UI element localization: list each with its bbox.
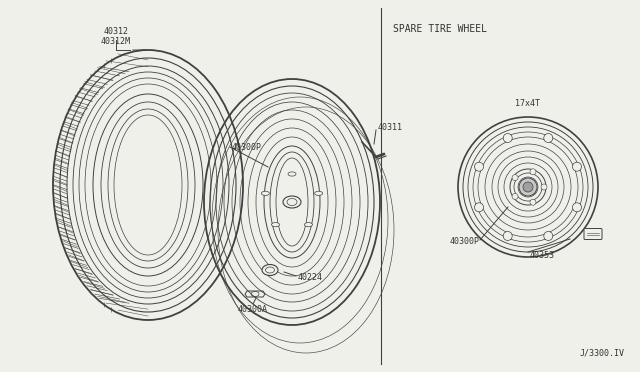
Circle shape: [512, 193, 518, 199]
Ellipse shape: [288, 172, 296, 176]
Text: SPARE TIRE WHEEL: SPARE TIRE WHEEL: [393, 24, 487, 34]
Text: 40300A: 40300A: [238, 305, 268, 314]
Circle shape: [572, 203, 582, 212]
Ellipse shape: [262, 264, 278, 276]
Ellipse shape: [283, 196, 301, 208]
Text: 40224: 40224: [298, 273, 323, 282]
Ellipse shape: [261, 191, 269, 195]
Circle shape: [523, 182, 533, 192]
Circle shape: [512, 174, 518, 180]
Circle shape: [474, 203, 484, 212]
Circle shape: [530, 199, 536, 205]
Ellipse shape: [315, 191, 323, 195]
Circle shape: [474, 162, 484, 171]
Circle shape: [503, 231, 512, 240]
Text: J/3300.IV: J/3300.IV: [580, 349, 625, 358]
Text: 40353: 40353: [530, 250, 555, 260]
Circle shape: [530, 169, 536, 175]
Text: 40312: 40312: [104, 28, 129, 36]
Ellipse shape: [305, 222, 312, 227]
Text: 40311: 40311: [378, 122, 403, 131]
Text: 17x4T: 17x4T: [515, 99, 541, 109]
Text: 40312M: 40312M: [101, 38, 131, 46]
Circle shape: [572, 162, 582, 171]
Circle shape: [519, 178, 537, 196]
FancyBboxPatch shape: [584, 228, 602, 240]
Ellipse shape: [271, 222, 280, 227]
Text: 40300P: 40300P: [232, 142, 262, 151]
Text: 40300P: 40300P: [450, 237, 480, 247]
Circle shape: [544, 134, 553, 142]
Circle shape: [544, 231, 553, 240]
Circle shape: [503, 134, 512, 142]
Circle shape: [541, 184, 547, 190]
